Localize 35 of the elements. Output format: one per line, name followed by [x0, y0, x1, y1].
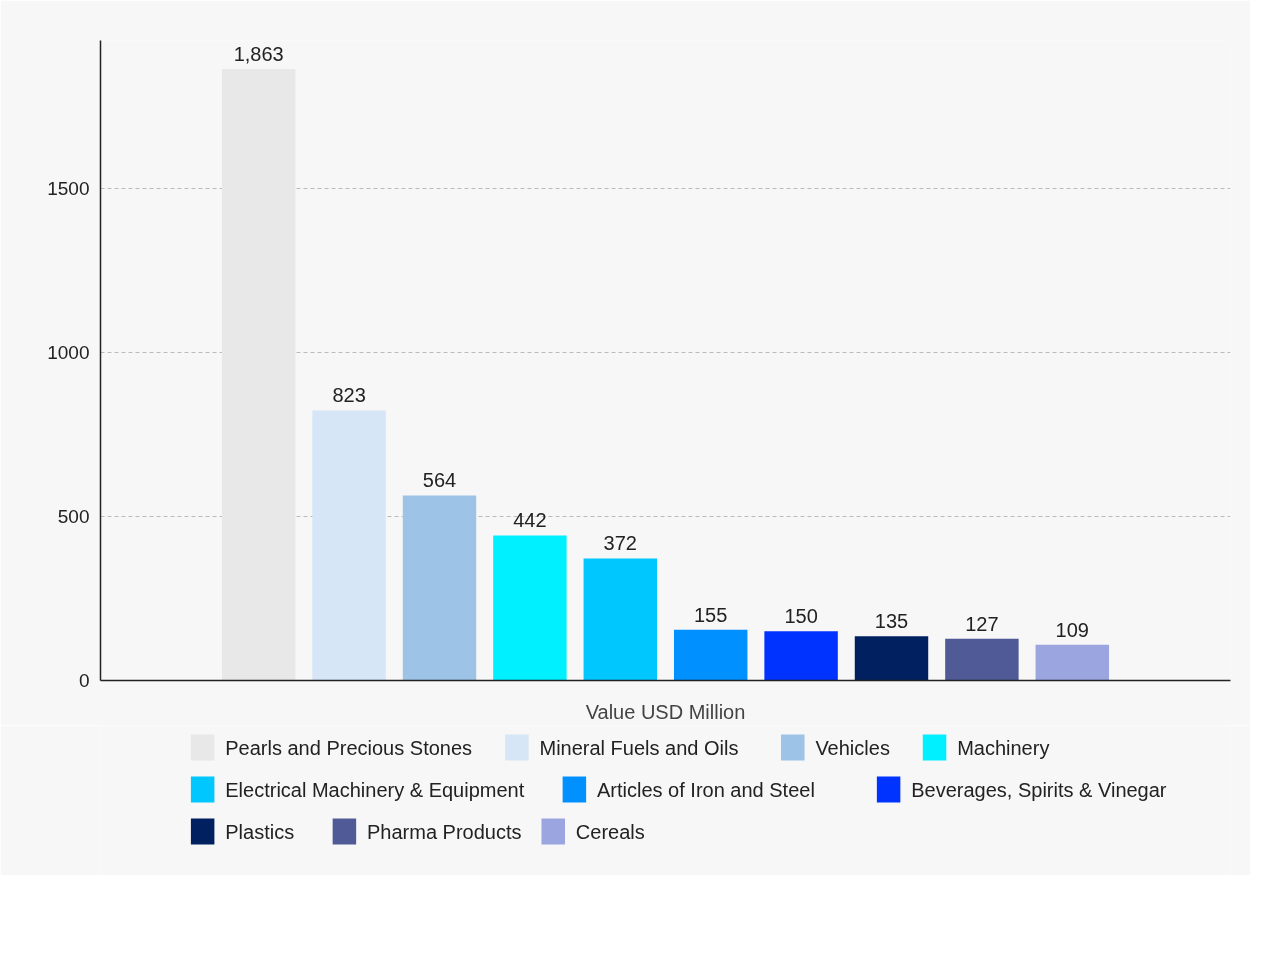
data-label: 564: [422, 469, 457, 492]
bar: [1035, 644, 1110, 681]
legend-label: Pharma Products: [367, 820, 522, 843]
y-tick-label: 500: [57, 505, 90, 527]
bar: [854, 636, 929, 681]
bar: [945, 638, 1019, 681]
data-label: 155: [694, 603, 728, 626]
data-label: 1,863: [233, 43, 284, 66]
legend-label: Cereals: [575, 820, 645, 843]
legend-label: Electrical Machinery & Equipment: [225, 778, 525, 801]
bar: [493, 535, 567, 681]
data-label: 442: [513, 509, 547, 532]
legend-label: Machinery: [957, 736, 1050, 759]
data-label: 823: [332, 384, 366, 407]
bar: [583, 558, 658, 681]
data-label: 109: [1055, 618, 1089, 641]
legend-label: Mineral Fuels and Oils: [539, 736, 739, 759]
data-label: 135: [874, 610, 909, 633]
data-label: 127: [965, 612, 999, 635]
bar: [673, 629, 748, 681]
legend-label: Articles of Iron and Steel: [596, 778, 815, 801]
bar: [221, 69, 296, 681]
data-label: 150: [784, 605, 818, 628]
bar: [764, 631, 838, 681]
y-tick-label: 1500: [47, 177, 90, 199]
bar: [402, 495, 477, 681]
legend-label: Vehicles: [815, 736, 890, 759]
x-axis-title: Value USD Million: [585, 700, 746, 723]
legend-label: Beverages, Spirits & Vinegar: [911, 778, 1167, 801]
data-label: 372: [603, 532, 637, 555]
legend-label: Plastics: [225, 820, 295, 843]
bar: [312, 410, 386, 681]
legend-label: Pearls and Precious Stones: [225, 736, 473, 759]
y-tick-label: 0: [78, 670, 90, 691]
y-tick-label: 1000: [47, 341, 90, 363]
